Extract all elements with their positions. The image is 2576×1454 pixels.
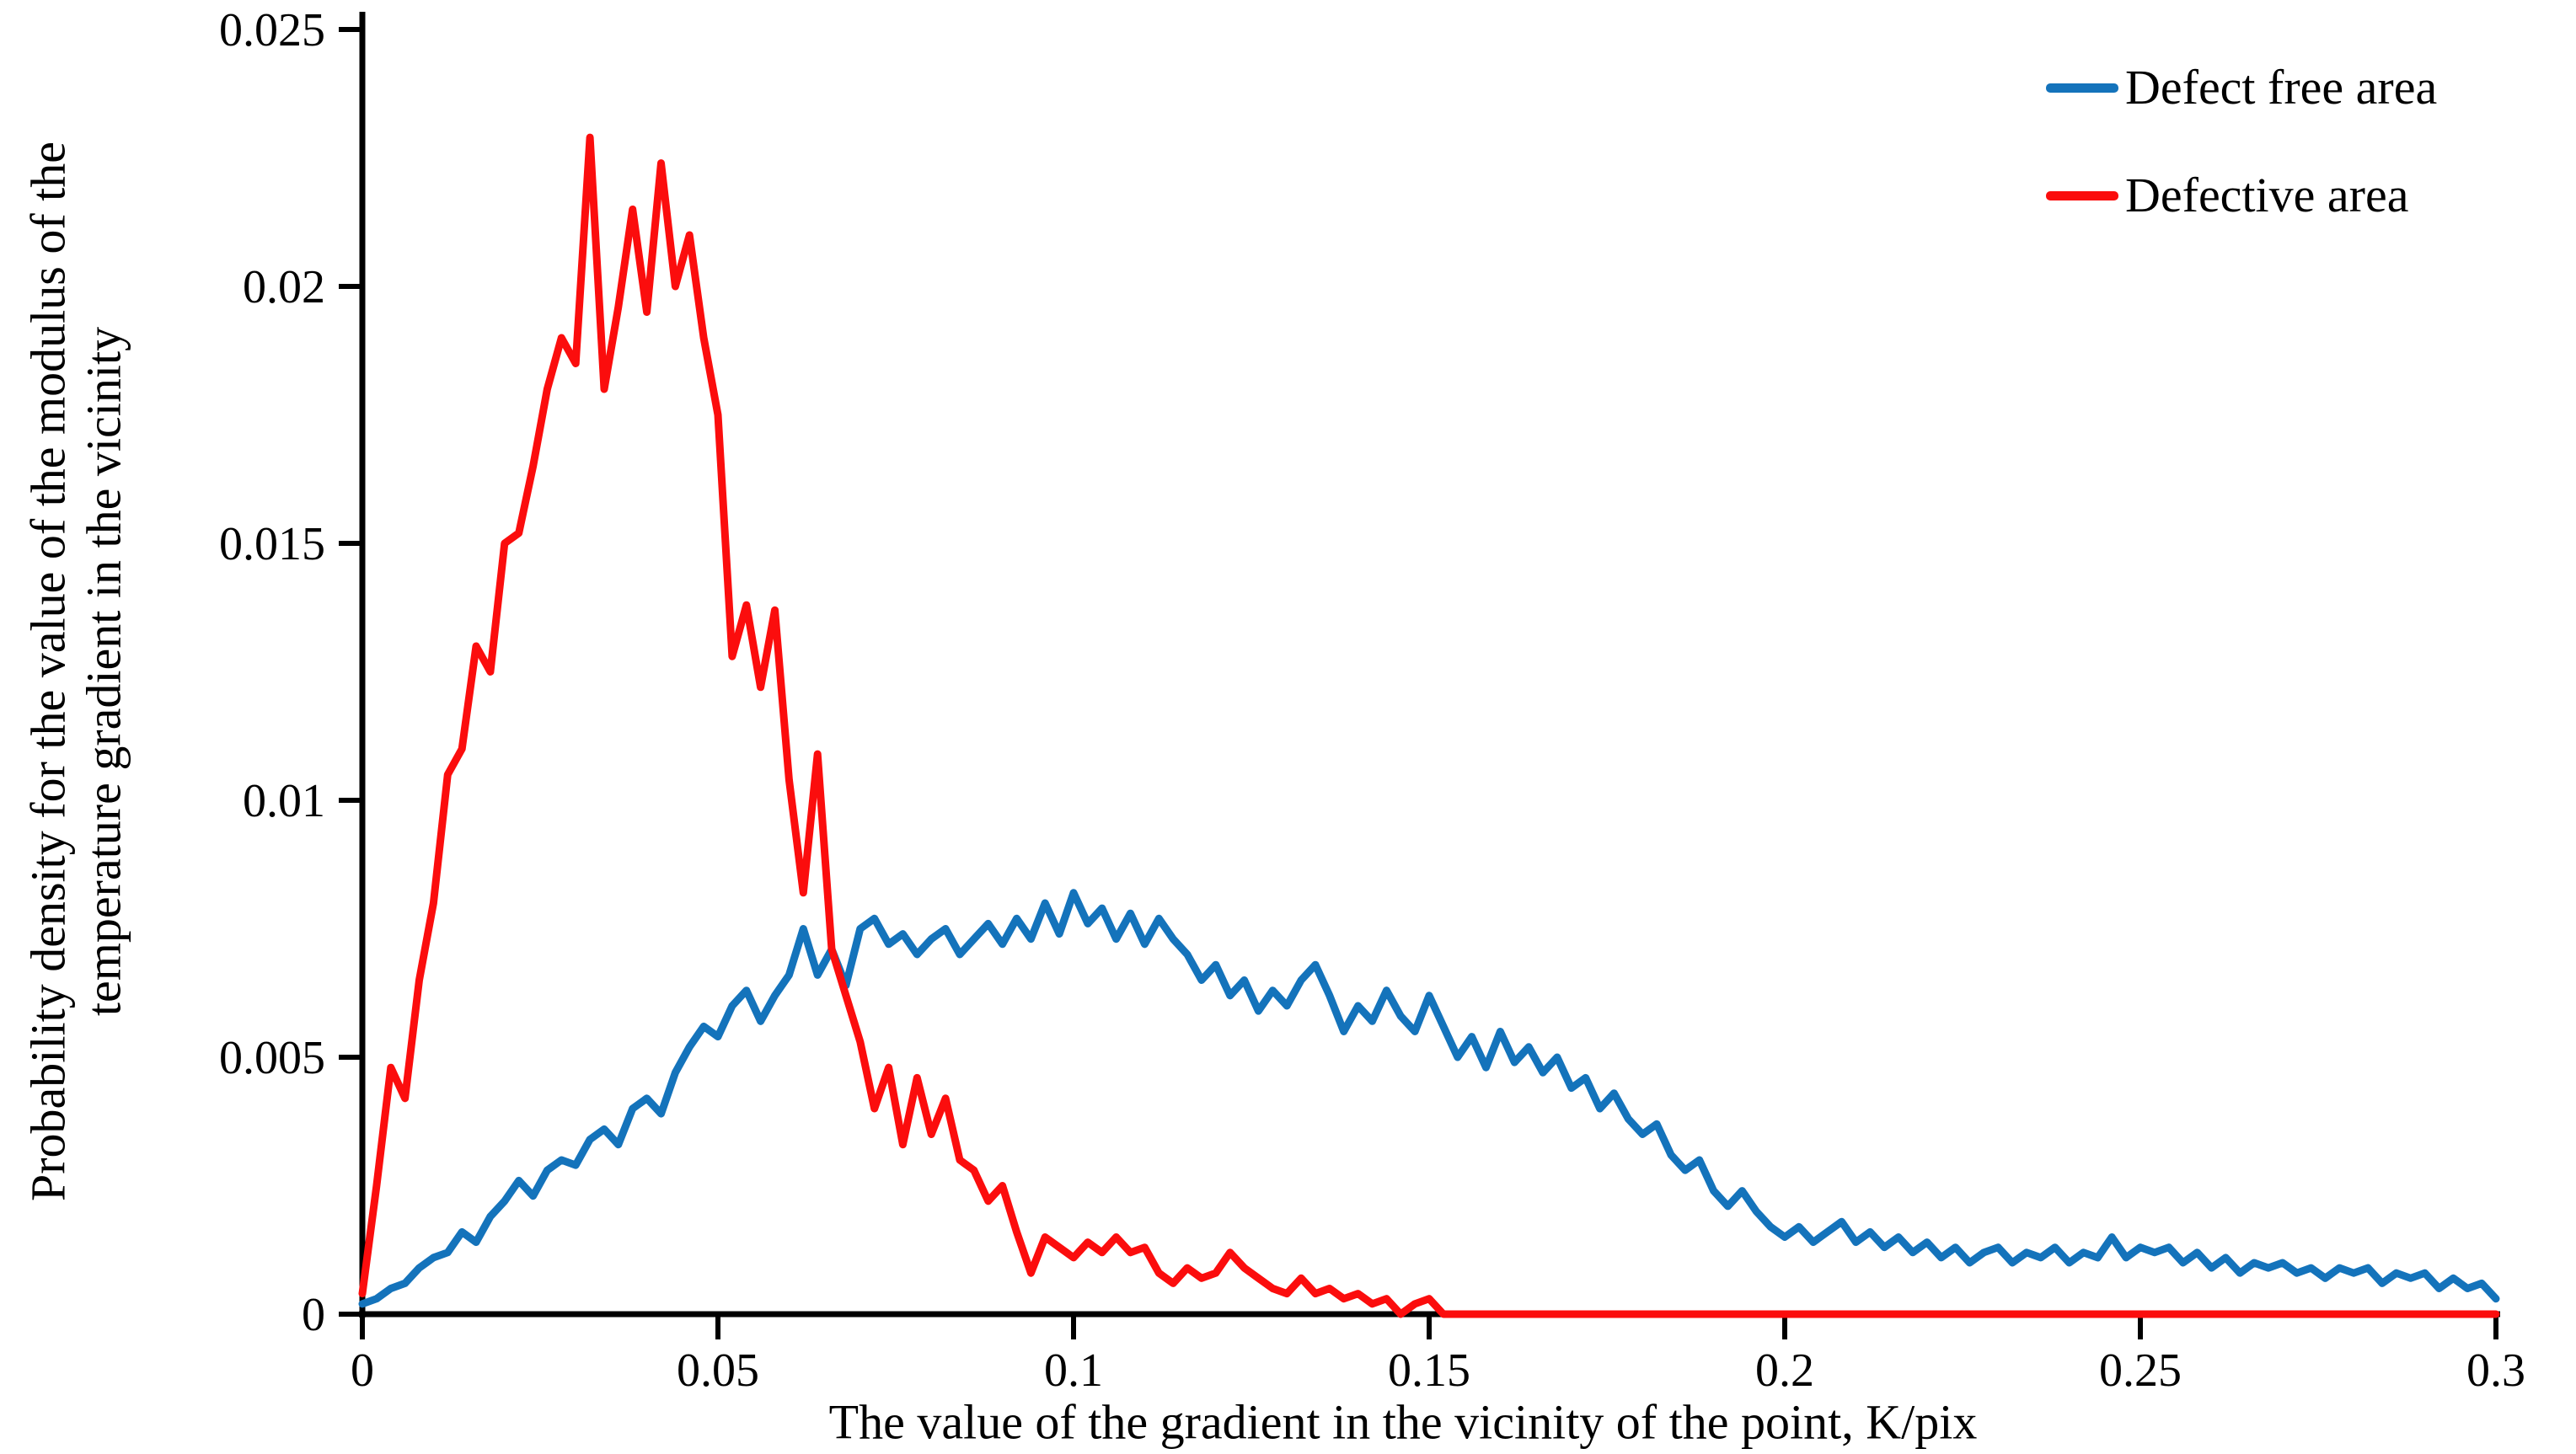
x-tick-label: 0.05 <box>677 1344 759 1397</box>
x-tick-label: 0.25 <box>2099 1344 2182 1397</box>
y-tick-label: 0.015 <box>219 518 325 570</box>
x-tick-label: 0.1 <box>1044 1344 1103 1397</box>
y-tick-label: 0.005 <box>219 1032 325 1084</box>
legend-item-defective-area: Defective area <box>2046 142 2437 249</box>
y-tick-label: 0.02 <box>243 261 325 313</box>
x-tick-label: 0.15 <box>1388 1344 1470 1397</box>
x-axis-title: The value of the gradient in the vicinit… <box>828 1394 1978 1450</box>
legend-label-defective: Defective area <box>2125 168 2409 222</box>
legend-line-sample-defect-free <box>2046 83 2118 93</box>
legend-line-sample-defective <box>2046 190 2118 200</box>
y-tick-label: 0.01 <box>243 775 325 827</box>
legend-item-defect-free-area: Defect free area <box>2046 34 2437 142</box>
x-tick-label: 0.2 <box>1755 1344 1814 1397</box>
series-line-defect-free-area <box>358 889 2500 1308</box>
y-tick-label: 0.025 <box>219 4 325 56</box>
y-axis-title-line1: Probability density for the value of the… <box>20 141 76 1202</box>
x-tick-label: 0 <box>351 1344 374 1397</box>
legend-label-defect-free: Defect free area <box>2125 60 2438 115</box>
y-axis-title-line2: temperature gradient in the vicinity <box>76 326 131 1017</box>
x-tick-label: 0.3 <box>2466 1344 2525 1397</box>
y-tick-label: 0 <box>302 1289 325 1341</box>
series-line-defective-area <box>358 133 2500 1318</box>
legend: Defect free area Defective area <box>2046 34 2437 249</box>
